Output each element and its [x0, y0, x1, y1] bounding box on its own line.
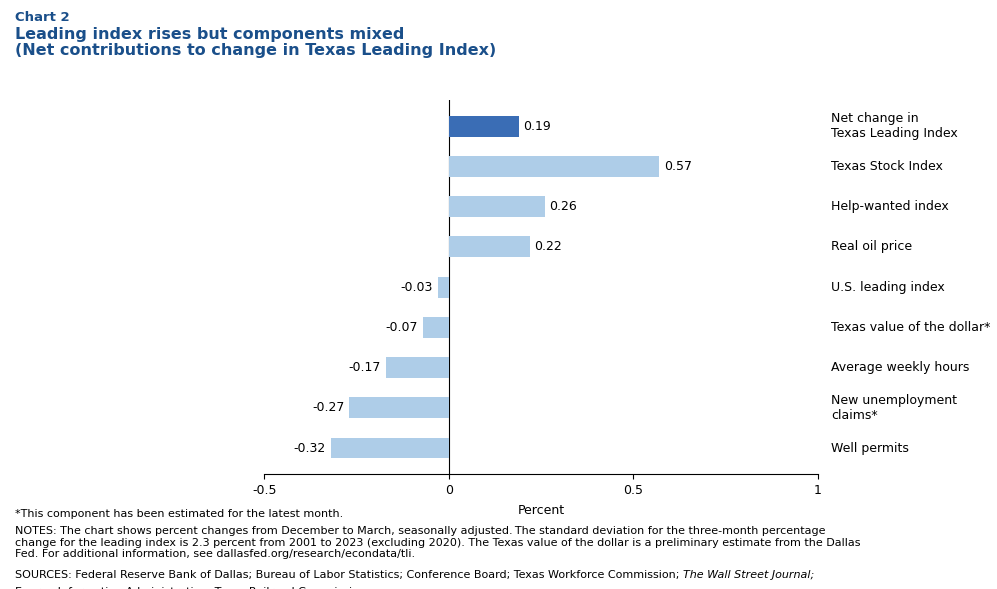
Text: NOTES: The chart shows percent changes from December to March, seasonally adjust: NOTES: The chart shows percent changes f… [15, 526, 860, 559]
Bar [449, 196, 544, 217]
Text: -0.03: -0.03 [401, 280, 433, 294]
Bar [423, 317, 449, 338]
Text: Energy Information Administration; Texas Railroad Commission.: Energy Information Administration; Texas… [15, 587, 370, 589]
Text: Net change in
Texas Leading Index: Net change in Texas Leading Index [831, 112, 958, 140]
Text: *This component has been estimated for the latest month.: *This component has been estimated for t… [15, 509, 343, 519]
X-axis label: Percent: Percent [517, 504, 564, 517]
Text: New unemployment
claims*: New unemployment claims* [831, 394, 957, 422]
Bar [438, 277, 449, 297]
Text: Real oil price: Real oil price [831, 240, 912, 253]
Text: The Wall Street Journal;: The Wall Street Journal; [683, 570, 815, 580]
Text: Texas Stock Index: Texas Stock Index [831, 160, 943, 173]
Bar [349, 398, 449, 418]
Text: Texas value of the dollar*: Texas value of the dollar* [831, 321, 991, 334]
Text: 0.19: 0.19 [523, 120, 551, 133]
Text: -0.07: -0.07 [386, 321, 418, 334]
Text: Chart 2: Chart 2 [15, 11, 70, 24]
Bar [449, 116, 518, 137]
Text: Leading index rises but components mixed
(Net contributions to change in Texas L: Leading index rises but components mixed… [15, 27, 497, 58]
Text: Help-wanted index: Help-wanted index [831, 200, 949, 213]
Text: 0.26: 0.26 [549, 200, 577, 213]
Bar [449, 236, 529, 257]
Bar [331, 438, 449, 458]
Text: -0.27: -0.27 [312, 401, 344, 414]
Bar [449, 156, 659, 177]
Text: Average weekly hours: Average weekly hours [831, 361, 970, 374]
Text: SOURCES: Federal Reserve Bank of Dallas; Bureau of Labor Statistics; Conference : SOURCES: Federal Reserve Bank of Dallas;… [15, 570, 683, 580]
Text: -0.32: -0.32 [293, 442, 326, 455]
Bar [386, 357, 449, 378]
Text: 0.22: 0.22 [534, 240, 562, 253]
Text: U.S. leading index: U.S. leading index [831, 280, 945, 294]
Text: -0.17: -0.17 [349, 361, 381, 374]
Text: Well permits: Well permits [831, 442, 909, 455]
Text: 0.57: 0.57 [664, 160, 692, 173]
